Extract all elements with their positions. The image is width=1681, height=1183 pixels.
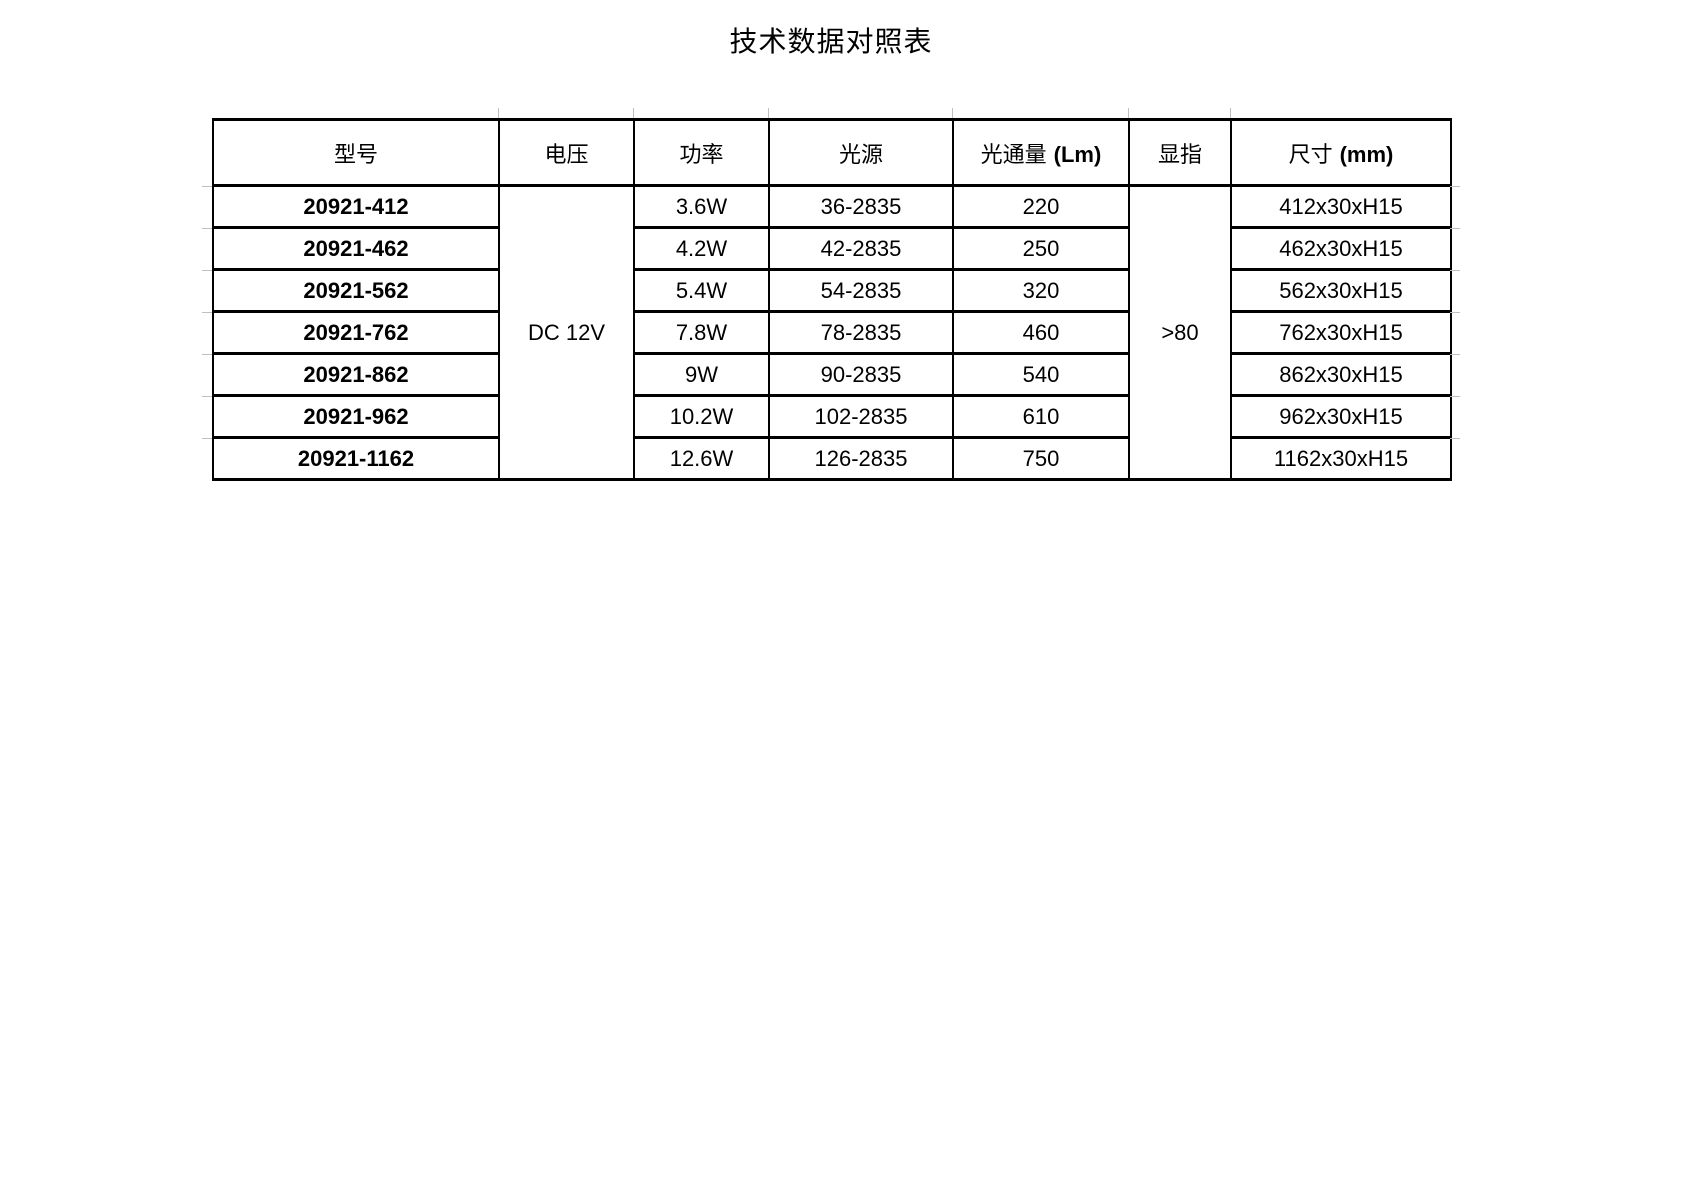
gridline-tick bbox=[1230, 108, 1231, 118]
size-cell: 1162x30xH15 bbox=[1230, 436, 1452, 481]
size-cell: 562x30xH15 bbox=[1230, 268, 1452, 313]
light-source-cell: 36-2835 bbox=[768, 184, 954, 229]
gridline-tick bbox=[1450, 186, 1460, 187]
power-cell: 12.6W bbox=[633, 436, 770, 481]
size-cell: 762x30xH15 bbox=[1230, 310, 1452, 355]
gridline-tick bbox=[1128, 108, 1129, 118]
model-cell: 20921-462 bbox=[212, 226, 500, 271]
luminous-flux-cell: 750 bbox=[952, 436, 1130, 481]
gridline-tick bbox=[202, 354, 212, 355]
gridline-tick bbox=[202, 270, 212, 271]
table-row: 20921-562 5.4W 54-2835 320 562x30xH15 bbox=[212, 268, 1452, 313]
light-source-cell: 42-2835 bbox=[768, 226, 954, 271]
light-source-cell: 90-2835 bbox=[768, 352, 954, 397]
power-cell: 7.8W bbox=[633, 310, 770, 355]
header-model-label: 型号 bbox=[333, 141, 378, 167]
header-model: 型号 bbox=[212, 118, 500, 187]
table-header-row: 型号 电压 功率 光源 光通量 (Lm) 显指 尺寸 (mm) bbox=[212, 118, 1452, 187]
header-cri-label: 显指 bbox=[1157, 141, 1202, 167]
gridline-tick bbox=[952, 108, 953, 118]
header-voltage: 电压 bbox=[498, 118, 635, 187]
spec-table-container: 型号 电压 功率 光源 光通量 (Lm) 显指 尺寸 (mm) 20921-412 … bbox=[202, 108, 1460, 481]
header-power: 功率 bbox=[633, 118, 770, 187]
header-light-source: 光源 bbox=[768, 118, 954, 187]
page-title: 技术数据对照表 bbox=[729, 26, 933, 57]
table-row: 20921-462 4.2W 42-2835 250 462x30xH15 bbox=[212, 226, 1452, 271]
luminous-flux-cell: 540 bbox=[952, 352, 1130, 397]
table-row: 20921-412 DC 12V 3.6W 36-2835 220 >80 41… bbox=[212, 184, 1452, 481]
size-cell: 962x30xH15 bbox=[1230, 394, 1452, 439]
gridline-tick bbox=[1450, 228, 1460, 229]
table-row: 20921-862 9W 90-2835 540 862x30xH15 bbox=[212, 352, 1452, 397]
gridline-tick bbox=[202, 396, 212, 397]
gridline-tick bbox=[1450, 312, 1460, 313]
light-source-cell: 78-2835 bbox=[768, 310, 954, 355]
header-luminous-flux-label: 光通量 bbox=[980, 141, 1047, 167]
luminous-flux-cell: 610 bbox=[952, 394, 1130, 439]
size-cell: 862x30xH15 bbox=[1230, 352, 1452, 397]
gridline-tick bbox=[202, 186, 212, 187]
gridline-tick bbox=[633, 108, 634, 118]
model-cell: 20921-562 bbox=[212, 268, 500, 313]
table-row: 20921-1162 12.6W 126-2835 750 1162x30xH1… bbox=[212, 436, 1452, 481]
gridline-tick bbox=[768, 108, 769, 118]
gridline-tick bbox=[1450, 270, 1460, 271]
header-size-suffix: (mm) bbox=[1339, 141, 1394, 167]
power-cell: 4.2W bbox=[633, 226, 770, 271]
luminous-flux-cell: 460 bbox=[952, 310, 1130, 355]
table-row: 20921-762 7.8W 78-2835 460 762x30xH15 bbox=[212, 310, 1452, 355]
spec-table: 型号 电压 功率 光源 光通量 (Lm) 显指 尺寸 (mm) 20921-412 … bbox=[212, 118, 1452, 481]
light-source-cell: 54-2835 bbox=[768, 268, 954, 313]
model-cell: 20921-962 bbox=[212, 394, 500, 439]
gridline-tick bbox=[1450, 438, 1460, 439]
gridline-tick bbox=[1450, 354, 1460, 355]
power-cell: 5.4W bbox=[633, 268, 770, 313]
header-luminous-flux-suffix: (Lm) bbox=[1053, 141, 1102, 167]
gridline-tick bbox=[1450, 396, 1460, 397]
power-cell: 3.6W bbox=[633, 184, 770, 229]
header-size-label: 尺寸 bbox=[1288, 141, 1333, 167]
voltage-merged-cell: DC 12V bbox=[498, 184, 635, 481]
cri-merged-cell: >80 bbox=[1128, 184, 1232, 481]
model-cell: 20921-412 bbox=[212, 184, 500, 229]
header-luminous-flux: 光通量 (Lm) bbox=[952, 118, 1130, 187]
light-source-cell: 102-2835 bbox=[768, 394, 954, 439]
size-cell: 412x30xH15 bbox=[1230, 184, 1452, 229]
gridline-tick bbox=[202, 228, 212, 229]
header-cri: 显指 bbox=[1128, 118, 1232, 187]
size-cell: 462x30xH15 bbox=[1230, 226, 1452, 271]
gridline-tick bbox=[498, 108, 499, 118]
light-source-cell: 126-2835 bbox=[768, 436, 954, 481]
luminous-flux-cell: 220 bbox=[952, 184, 1130, 229]
model-cell: 20921-1162 bbox=[212, 436, 500, 481]
luminous-flux-cell: 320 bbox=[952, 268, 1130, 313]
gridline-tick bbox=[202, 312, 212, 313]
power-cell: 9W bbox=[633, 352, 770, 397]
power-cell: 10.2W bbox=[633, 394, 770, 439]
header-size: 尺寸 (mm) bbox=[1230, 118, 1452, 187]
model-cell: 20921-862 bbox=[212, 352, 500, 397]
header-power-label: 功率 bbox=[679, 141, 724, 167]
model-cell: 20921-762 bbox=[212, 310, 500, 355]
gridline-tick bbox=[202, 438, 212, 439]
header-voltage-label: 电压 bbox=[544, 141, 589, 167]
header-light-source-label: 光源 bbox=[838, 141, 883, 167]
luminous-flux-cell: 250 bbox=[952, 226, 1130, 271]
table-row: 20921-962 10.2W 102-2835 610 962x30xH15 bbox=[212, 394, 1452, 439]
